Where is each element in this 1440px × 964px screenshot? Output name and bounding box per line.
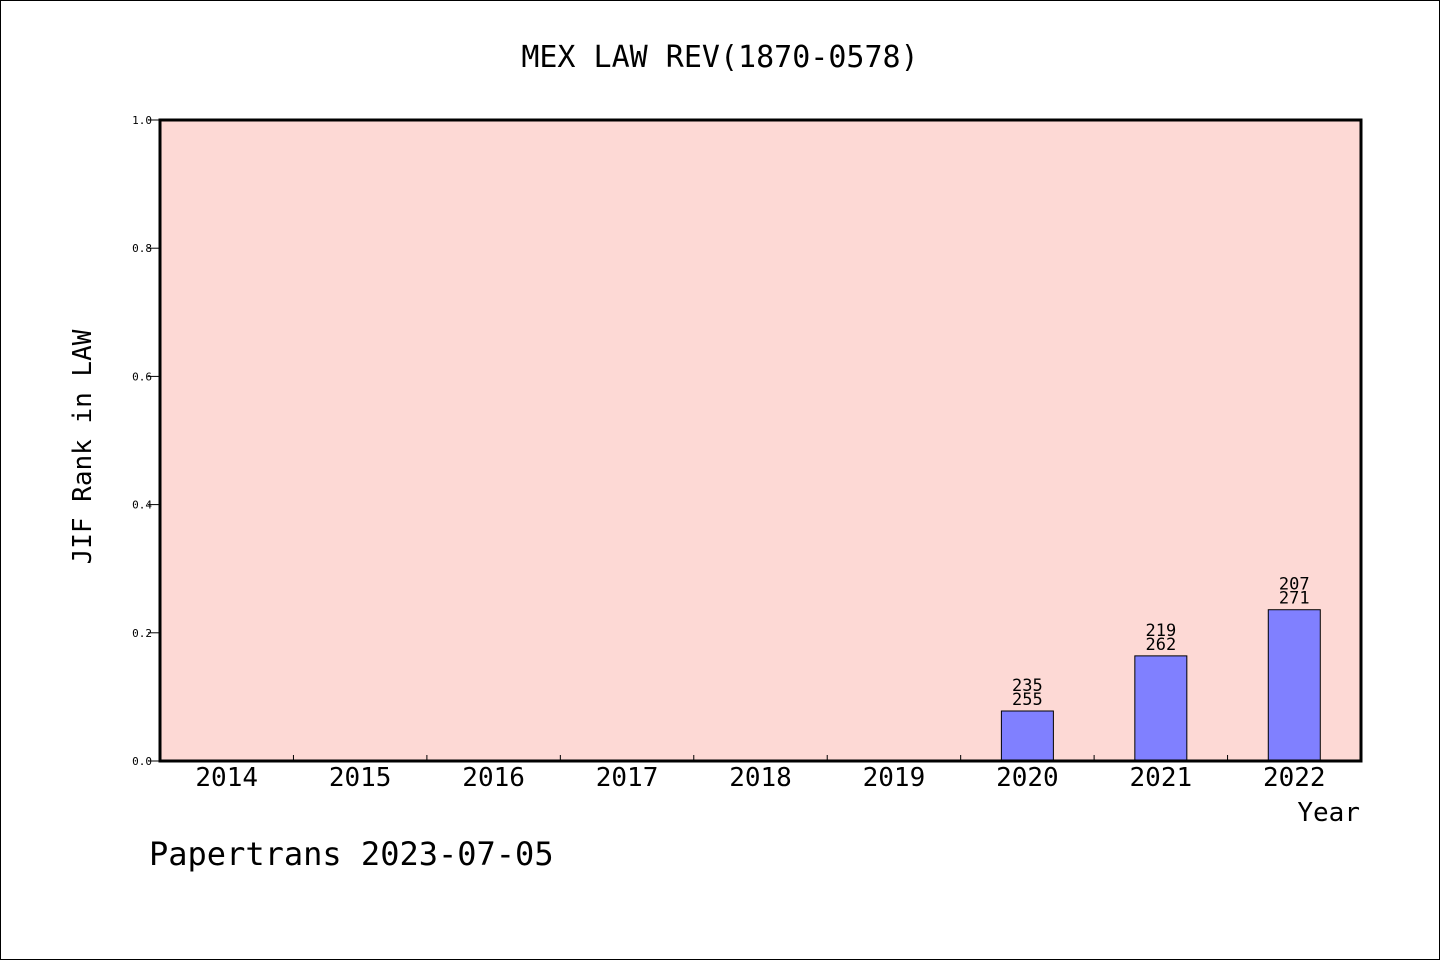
x-axis-label: Year <box>1297 798 1360 828</box>
y-axis-label: JIF Rank in LAW <box>68 329 98 564</box>
x-tick-label: 2019 <box>863 763 926 793</box>
x-tick-label: 2020 <box>996 763 1059 793</box>
bar-label-top: 207 <box>1279 575 1310 595</box>
x-tick-label: 2016 <box>462 763 525 793</box>
x-axis: 2014 2015 2016 2017 2018 2019 2020 2021 2022 <box>195 755 1326 793</box>
bar-label-top: 219 <box>1145 621 1176 641</box>
x-tick-label: 2014 <box>195 763 258 793</box>
y-tick-label: 1.0 <box>132 114 152 127</box>
bar-label-bottom: 271 <box>1279 589 1310 609</box>
bar-2021 <box>1134 655 1188 762</box>
y-tick-label: 0.4 <box>132 499 152 512</box>
y-axis: 0.0 0.2 0.4 0.6 0.8 1.0 <box>132 114 160 768</box>
x-tick-label: 2015 <box>329 763 392 793</box>
bars-group <box>1000 609 1321 762</box>
y-tick-label: 0.8 <box>132 242 152 255</box>
bar-2020 <box>1000 710 1054 762</box>
bar-label-bottom: 262 <box>1145 635 1176 655</box>
x-tick-label: 2021 <box>1130 763 1193 793</box>
x-tick-label: 2018 <box>729 763 792 793</box>
bar-2022 <box>1267 609 1321 762</box>
bar-label-top: 235 <box>1012 676 1043 696</box>
bar-label-bottom: 255 <box>1012 690 1043 710</box>
y-tick-label: 0.0 <box>132 755 152 768</box>
plot-border <box>158 118 1363 763</box>
x-tick-label: 2022 <box>1263 763 1326 793</box>
plot-area <box>160 120 1361 761</box>
y-tick-label: 0.2 <box>132 627 152 640</box>
chart-title: MEX LAW REV(1870-0578) <box>521 40 918 75</box>
x-tick-label: 2017 <box>596 763 659 793</box>
footer-text: Papertrans 2023-07-05 <box>149 835 554 873</box>
y-tick-label: 0.6 <box>132 370 152 383</box>
